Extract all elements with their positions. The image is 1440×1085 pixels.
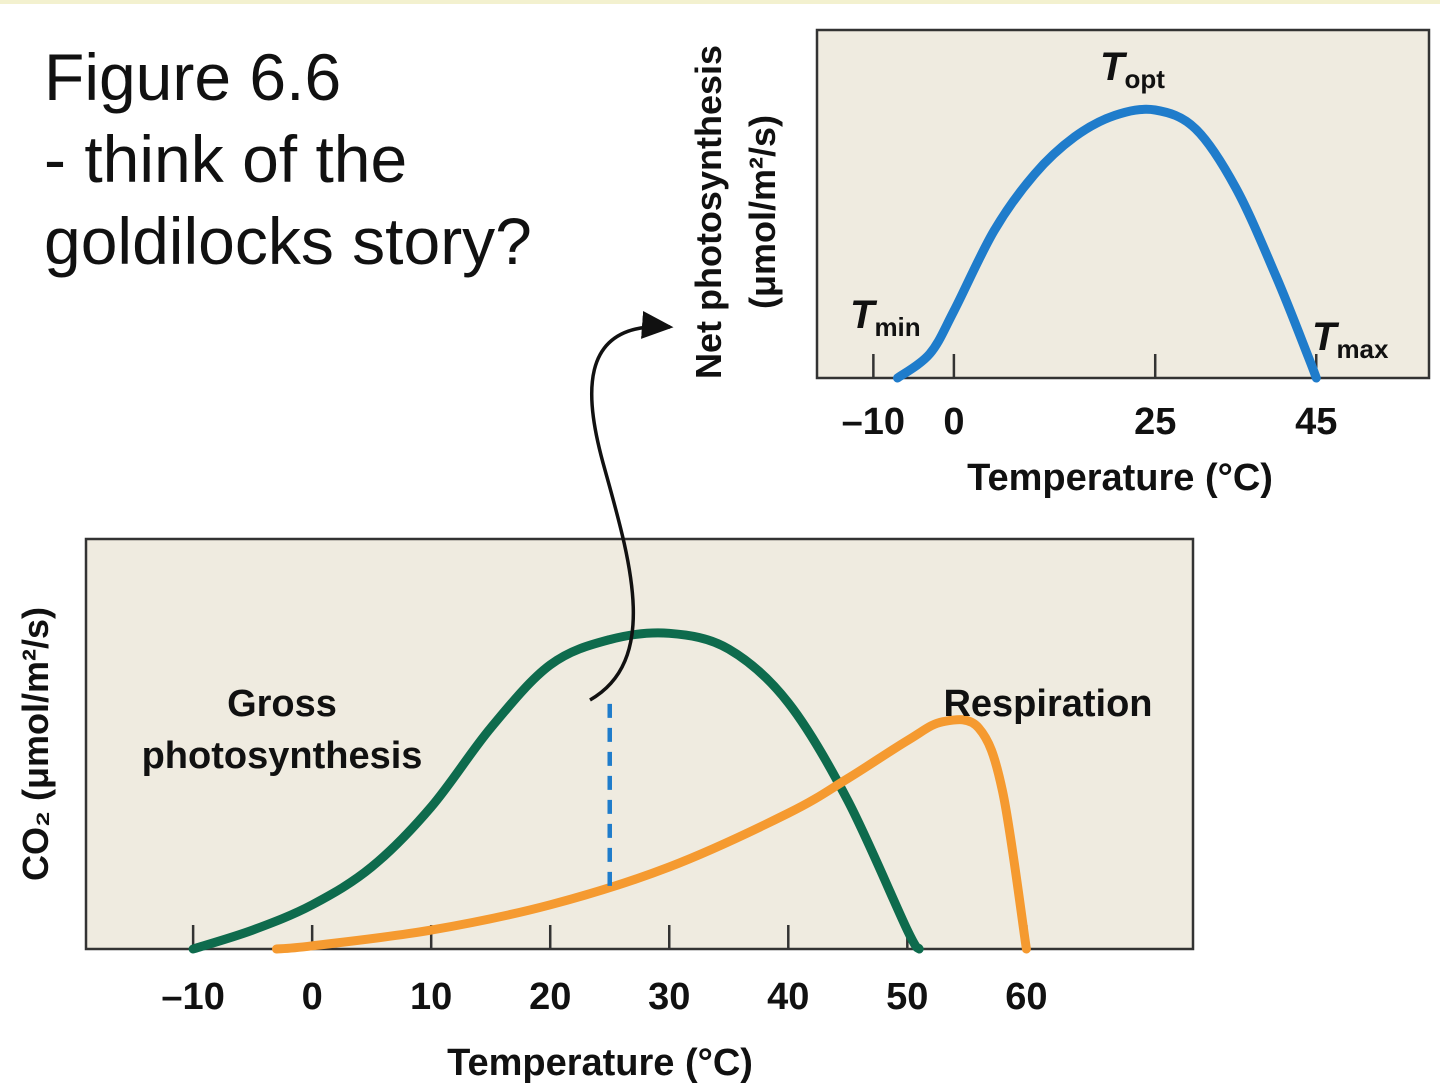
caption-line-3: goldilocks story? [44, 204, 532, 278]
inset-y-axis-label-line-1: Net photosynthesis [688, 45, 729, 379]
inset-tick-label-25: 25 [1134, 401, 1176, 443]
main-tick-label-10: 10 [410, 976, 452, 1018]
gross-label-line-2: photosynthesis [142, 735, 423, 777]
inset-tick-label-45: 45 [1295, 401, 1337, 443]
connector-arrow [589, 311, 674, 702]
main-tick-label-0: 0 [302, 976, 323, 1018]
inset-y-axis-label-line-2: (μmol/m²/s) [742, 115, 783, 309]
inset-x-axis-label: Temperature (°C) [967, 457, 1273, 499]
t-min-annotation: Tmin [850, 293, 921, 342]
inset-plot-area [815, 28, 1431, 380]
caption-line-1: Figure 6.6 [44, 40, 342, 114]
t-opt-annotation: Topt [1100, 45, 1165, 94]
caption-line-2: - think of the [44, 122, 408, 196]
net-photosynthesis-line [893, 104, 1321, 383]
main-x-tick-labels: –10 0 10 20 30 40 50 60 [161, 976, 1047, 1018]
gross-photosynthesis-line [188, 628, 924, 954]
respiration-line [272, 715, 1031, 954]
gross-label-line-1: Gross [227, 683, 337, 725]
main-chart: –10 0 10 20 30 40 50 60 Gross photosynthesis Re… [15, 537, 1195, 1084]
respiration-label: Respiration [943, 683, 1152, 725]
t-max-annotation: Tmax [1312, 315, 1389, 364]
main-tick-label-20: 20 [529, 976, 571, 1018]
main-x-axis-label: Temperature (°C) [447, 1042, 753, 1084]
main-tick-label-30: 30 [648, 976, 690, 1018]
main-tick-label-50: 50 [886, 976, 928, 1018]
inset-tick-label-0: 0 [943, 401, 964, 443]
slide-caption: Figure 6.6 - think of the goldilocks sto… [44, 36, 532, 282]
inset-chart: –10 0 25 45 Tmin Topt Tmax Temperature (°C)… [688, 28, 1431, 499]
main-y-axis-label: CO₂ (μmol/m²/s) [15, 607, 56, 881]
inset-tick-label--10: –10 [842, 401, 905, 443]
main-tick-label-60: 60 [1005, 976, 1047, 1018]
main-tick-label-40: 40 [767, 976, 809, 1018]
inset-x-tick-labels: –10 0 25 45 [842, 401, 1338, 443]
main-tick-label--10: –10 [161, 976, 224, 1018]
top-border-strip [0, 0, 1440, 4]
